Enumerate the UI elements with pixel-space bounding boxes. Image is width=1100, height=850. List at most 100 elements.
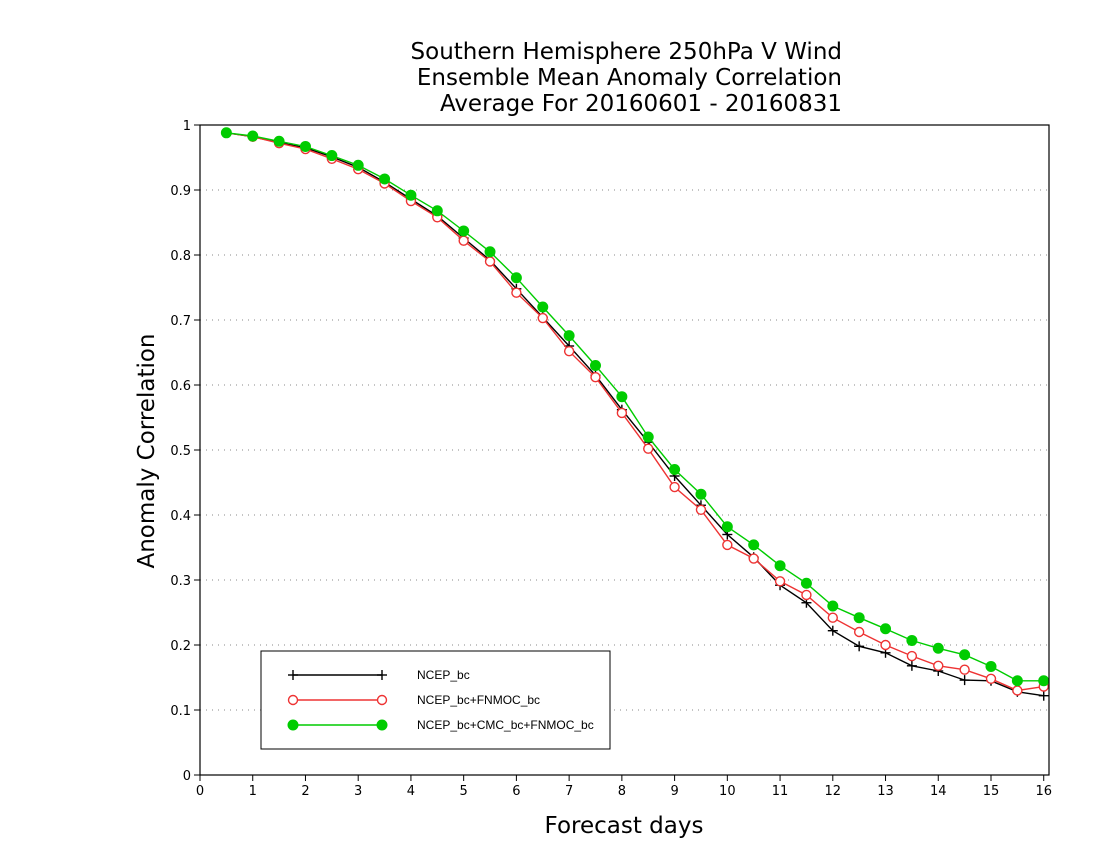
legend-marker-right-2 — [376, 719, 388, 731]
series-1-point-23 — [827, 612, 838, 623]
y-tick-label-2: 0.2 — [170, 639, 191, 654]
series-1-point-14 — [590, 372, 601, 383]
series-2-point-29 — [985, 660, 997, 672]
series-2-point-8 — [431, 205, 443, 217]
series-2-point-24 — [853, 612, 865, 624]
series-2-point-5 — [352, 159, 364, 171]
series-1-point-15 — [616, 407, 628, 419]
x-tick-label-15: 15 — [983, 784, 1000, 799]
series-2-point-0 — [220, 127, 232, 139]
x-tick-label-8: 8 — [618, 784, 626, 799]
series-1-point-9 — [458, 235, 469, 246]
series-0-point-26 — [906, 660, 917, 671]
x-tick-label-16: 16 — [1035, 784, 1052, 799]
series-0-line — [226, 132, 1044, 697]
y-axis-label: Anomaly Correlation — [134, 333, 160, 568]
series-2-point-3 — [299, 140, 311, 152]
series-2-point-16 — [642, 431, 654, 443]
series-1-point-10 — [484, 256, 496, 267]
series-2-point-7 — [405, 189, 417, 201]
x-tick-label-2: 2 — [301, 784, 309, 799]
legend: NCEP_bc NCEP_bc+FNMOC_bc NCEP_bc+CMC_bc+FN… — [260, 650, 611, 750]
x-tick-label-10: 10 — [719, 784, 736, 799]
series-1-point-22 — [801, 589, 812, 601]
series-2-point-15 — [616, 391, 628, 403]
series-1-point-13 — [563, 346, 575, 357]
series-2-point-19 — [721, 521, 733, 533]
legend-marker-left-1 — [287, 694, 299, 706]
series-2-point-9 — [458, 225, 470, 237]
series-1-point-11 — [511, 287, 522, 298]
x-tick-label-3: 3 — [354, 784, 362, 799]
x-tick-label-7: 7 — [565, 784, 573, 799]
x-tick-label-13: 13 — [877, 784, 894, 799]
series-0-point-31 — [1038, 690, 1049, 701]
series-1 — [221, 127, 1049, 696]
y-tick-label-10: 1 — [183, 119, 191, 134]
series-0-point-23 — [827, 625, 838, 636]
series-2-point-26 — [906, 634, 918, 646]
series-2-point-10 — [484, 246, 496, 258]
series-1-point-28 — [959, 664, 970, 675]
series-2-point-13 — [563, 330, 575, 342]
series-2-point-27 — [932, 642, 944, 654]
x-tick-label-14: 14 — [930, 784, 947, 799]
title-line-1: Southern Hemisphere 250hPa V Wind — [411, 39, 842, 65]
series-2-point-6 — [379, 173, 391, 185]
legend-marker-right-0 — [377, 670, 387, 680]
series-2-point-1 — [247, 130, 259, 142]
series-1-point-25 — [880, 639, 891, 651]
series-2-line — [226, 132, 1044, 682]
series-0 — [221, 127, 1049, 701]
y-tick-label-7: 0.7 — [170, 314, 191, 329]
series-0-point-24 — [854, 641, 865, 652]
series-2-point-25 — [880, 623, 892, 635]
x-tick-label-5: 5 — [460, 784, 468, 799]
series-2-point-28 — [959, 649, 971, 661]
series-1-point-27 — [933, 660, 944, 671]
y-tick-label-6: 0.6 — [170, 379, 191, 394]
y-tick-label-4: 0.4 — [170, 509, 191, 524]
x-tick-label-11: 11 — [772, 784, 789, 799]
legend-label-0: NCEP_bc — [417, 668, 470, 682]
series-1-point-19 — [722, 539, 733, 551]
x-axis-label: Forecast days — [545, 813, 704, 839]
y-tick-label-0: 0 — [183, 769, 191, 784]
series-1-point-17 — [669, 481, 680, 493]
title-line-2: Ensemble Mean Anomaly Correlation — [417, 65, 842, 91]
series-1-point-16 — [643, 443, 654, 454]
series-2-point-22 — [800, 577, 812, 589]
data-series — [220, 127, 1050, 701]
y-tick-label-5: 0.5 — [170, 444, 191, 459]
series-2-point-21 — [774, 560, 786, 572]
y-tick-label-3: 0.3 — [170, 574, 191, 589]
grid-lines — [200, 189, 1049, 711]
series-1-point-24 — [853, 626, 865, 638]
series-1-point-20 — [748, 553, 759, 564]
series-1-point-26 — [906, 650, 918, 662]
series-1-point-18 — [695, 504, 707, 515]
series-1-point-29 — [985, 673, 997, 684]
series-2-point-30 — [1011, 675, 1023, 687]
series-2 — [220, 127, 1050, 687]
chart-title: Southern Hemisphere 250hPa V Wind Ensemb… — [411, 39, 842, 117]
y-tick-label-8: 0.8 — [170, 249, 191, 264]
legend-marker-right-1 — [376, 694, 388, 706]
series-1-point-21 — [774, 576, 786, 587]
y-tick-label-1: 0.1 — [170, 704, 191, 719]
series-2-point-17 — [669, 464, 681, 475]
series-1-line — [226, 132, 1044, 692]
series-0-point-28 — [959, 675, 970, 686]
title-line-3: Average For 20160601 - 20160831 — [440, 91, 842, 117]
series-2-point-4 — [326, 150, 338, 162]
series-2-point-2 — [273, 135, 285, 147]
x-tick-label-0: 0 — [196, 784, 204, 799]
legend-marker-left-0 — [288, 670, 298, 680]
x-tick-label-1: 1 — [249, 784, 257, 799]
x-tick-label-9: 9 — [670, 784, 678, 799]
x-tick-label-6: 6 — [512, 784, 520, 799]
series-2-point-18 — [695, 488, 707, 500]
series-1-point-30 — [1012, 685, 1023, 696]
series-2-point-20 — [748, 539, 760, 551]
